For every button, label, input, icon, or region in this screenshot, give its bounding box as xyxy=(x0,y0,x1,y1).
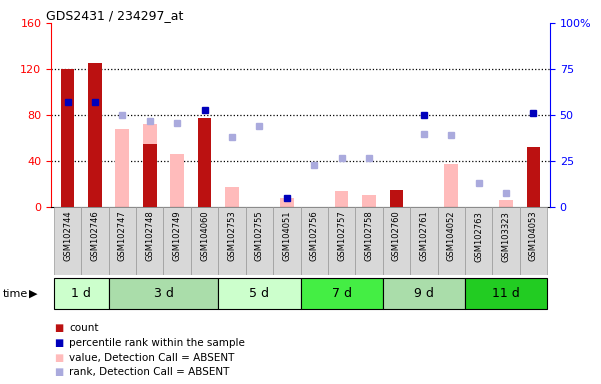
Bar xyxy=(109,23,136,207)
Text: 3 d: 3 d xyxy=(153,286,174,300)
Bar xyxy=(143,124,157,207)
Bar xyxy=(383,23,410,207)
Bar xyxy=(465,23,492,207)
FancyBboxPatch shape xyxy=(218,278,300,310)
FancyBboxPatch shape xyxy=(300,278,383,310)
FancyBboxPatch shape xyxy=(109,278,218,310)
Text: GDS2431 / 234297_at: GDS2431 / 234297_at xyxy=(46,9,183,22)
FancyBboxPatch shape xyxy=(81,207,109,275)
Text: GSM102749: GSM102749 xyxy=(172,211,182,262)
Bar xyxy=(526,147,540,207)
Bar xyxy=(280,198,294,207)
FancyBboxPatch shape xyxy=(163,207,191,275)
FancyBboxPatch shape xyxy=(465,278,547,310)
Text: value, Detection Call = ABSENT: value, Detection Call = ABSENT xyxy=(69,353,234,362)
Text: GSM102757: GSM102757 xyxy=(337,211,346,262)
FancyBboxPatch shape xyxy=(438,207,465,275)
Text: percentile rank within the sample: percentile rank within the sample xyxy=(69,338,245,348)
Bar xyxy=(335,191,349,207)
FancyBboxPatch shape xyxy=(328,207,355,275)
Bar xyxy=(444,164,458,207)
FancyBboxPatch shape xyxy=(109,207,136,275)
FancyBboxPatch shape xyxy=(383,278,465,310)
FancyBboxPatch shape xyxy=(355,207,383,275)
Text: 11 d: 11 d xyxy=(492,286,520,300)
FancyBboxPatch shape xyxy=(410,207,438,275)
Bar xyxy=(410,23,438,207)
Bar xyxy=(362,195,376,207)
FancyBboxPatch shape xyxy=(465,207,492,275)
Bar xyxy=(198,118,212,207)
FancyBboxPatch shape xyxy=(54,278,109,310)
Bar xyxy=(492,23,520,207)
Text: GSM102755: GSM102755 xyxy=(255,211,264,262)
Bar xyxy=(246,23,273,207)
Text: GSM102763: GSM102763 xyxy=(474,211,483,262)
Text: 9 d: 9 d xyxy=(414,286,434,300)
Bar xyxy=(54,23,81,207)
Text: time: time xyxy=(3,289,28,299)
Text: GSM102756: GSM102756 xyxy=(310,211,319,262)
Text: GSM102746: GSM102746 xyxy=(90,211,99,262)
Text: 5 d: 5 d xyxy=(249,286,269,300)
Bar xyxy=(81,23,109,207)
Bar xyxy=(61,69,75,207)
Text: GSM102747: GSM102747 xyxy=(118,211,127,262)
Bar xyxy=(136,23,163,207)
Text: rank, Detection Call = ABSENT: rank, Detection Call = ABSENT xyxy=(69,367,230,377)
Bar xyxy=(163,23,191,207)
Text: 1 d: 1 d xyxy=(72,286,91,300)
FancyBboxPatch shape xyxy=(218,207,246,275)
Bar xyxy=(328,23,355,207)
Text: GSM102753: GSM102753 xyxy=(228,211,236,262)
Bar xyxy=(191,23,218,207)
FancyBboxPatch shape xyxy=(383,207,410,275)
Text: 7 d: 7 d xyxy=(332,286,352,300)
Text: GSM103323: GSM103323 xyxy=(502,211,511,262)
FancyBboxPatch shape xyxy=(520,207,547,275)
Bar xyxy=(88,63,102,207)
Text: GSM102748: GSM102748 xyxy=(145,211,154,262)
FancyBboxPatch shape xyxy=(273,207,300,275)
Text: count: count xyxy=(69,323,99,333)
Bar xyxy=(218,23,246,207)
Text: GSM104053: GSM104053 xyxy=(529,211,538,262)
Text: GSM102758: GSM102758 xyxy=(365,211,373,262)
Bar xyxy=(389,190,403,207)
FancyBboxPatch shape xyxy=(246,207,273,275)
Bar xyxy=(273,23,300,207)
Bar xyxy=(300,23,328,207)
Text: GSM102744: GSM102744 xyxy=(63,211,72,262)
Text: GSM104052: GSM104052 xyxy=(447,211,456,261)
Bar xyxy=(115,129,129,207)
Bar xyxy=(170,154,184,207)
FancyBboxPatch shape xyxy=(492,207,520,275)
Bar xyxy=(520,23,547,207)
Text: GSM104051: GSM104051 xyxy=(282,211,291,261)
Text: ■: ■ xyxy=(54,367,63,377)
Bar xyxy=(225,187,239,207)
FancyBboxPatch shape xyxy=(54,207,81,275)
Bar xyxy=(355,23,383,207)
Bar xyxy=(143,144,157,207)
Text: GSM102760: GSM102760 xyxy=(392,211,401,262)
Text: ■: ■ xyxy=(54,353,63,362)
FancyBboxPatch shape xyxy=(136,207,163,275)
Text: ■: ■ xyxy=(54,323,63,333)
FancyBboxPatch shape xyxy=(191,207,218,275)
Text: GSM104060: GSM104060 xyxy=(200,211,209,262)
Bar xyxy=(438,23,465,207)
Bar xyxy=(499,200,513,207)
FancyBboxPatch shape xyxy=(300,207,328,275)
Text: ■: ■ xyxy=(54,338,63,348)
Text: GSM102761: GSM102761 xyxy=(419,211,429,262)
Text: ▶: ▶ xyxy=(29,289,37,299)
